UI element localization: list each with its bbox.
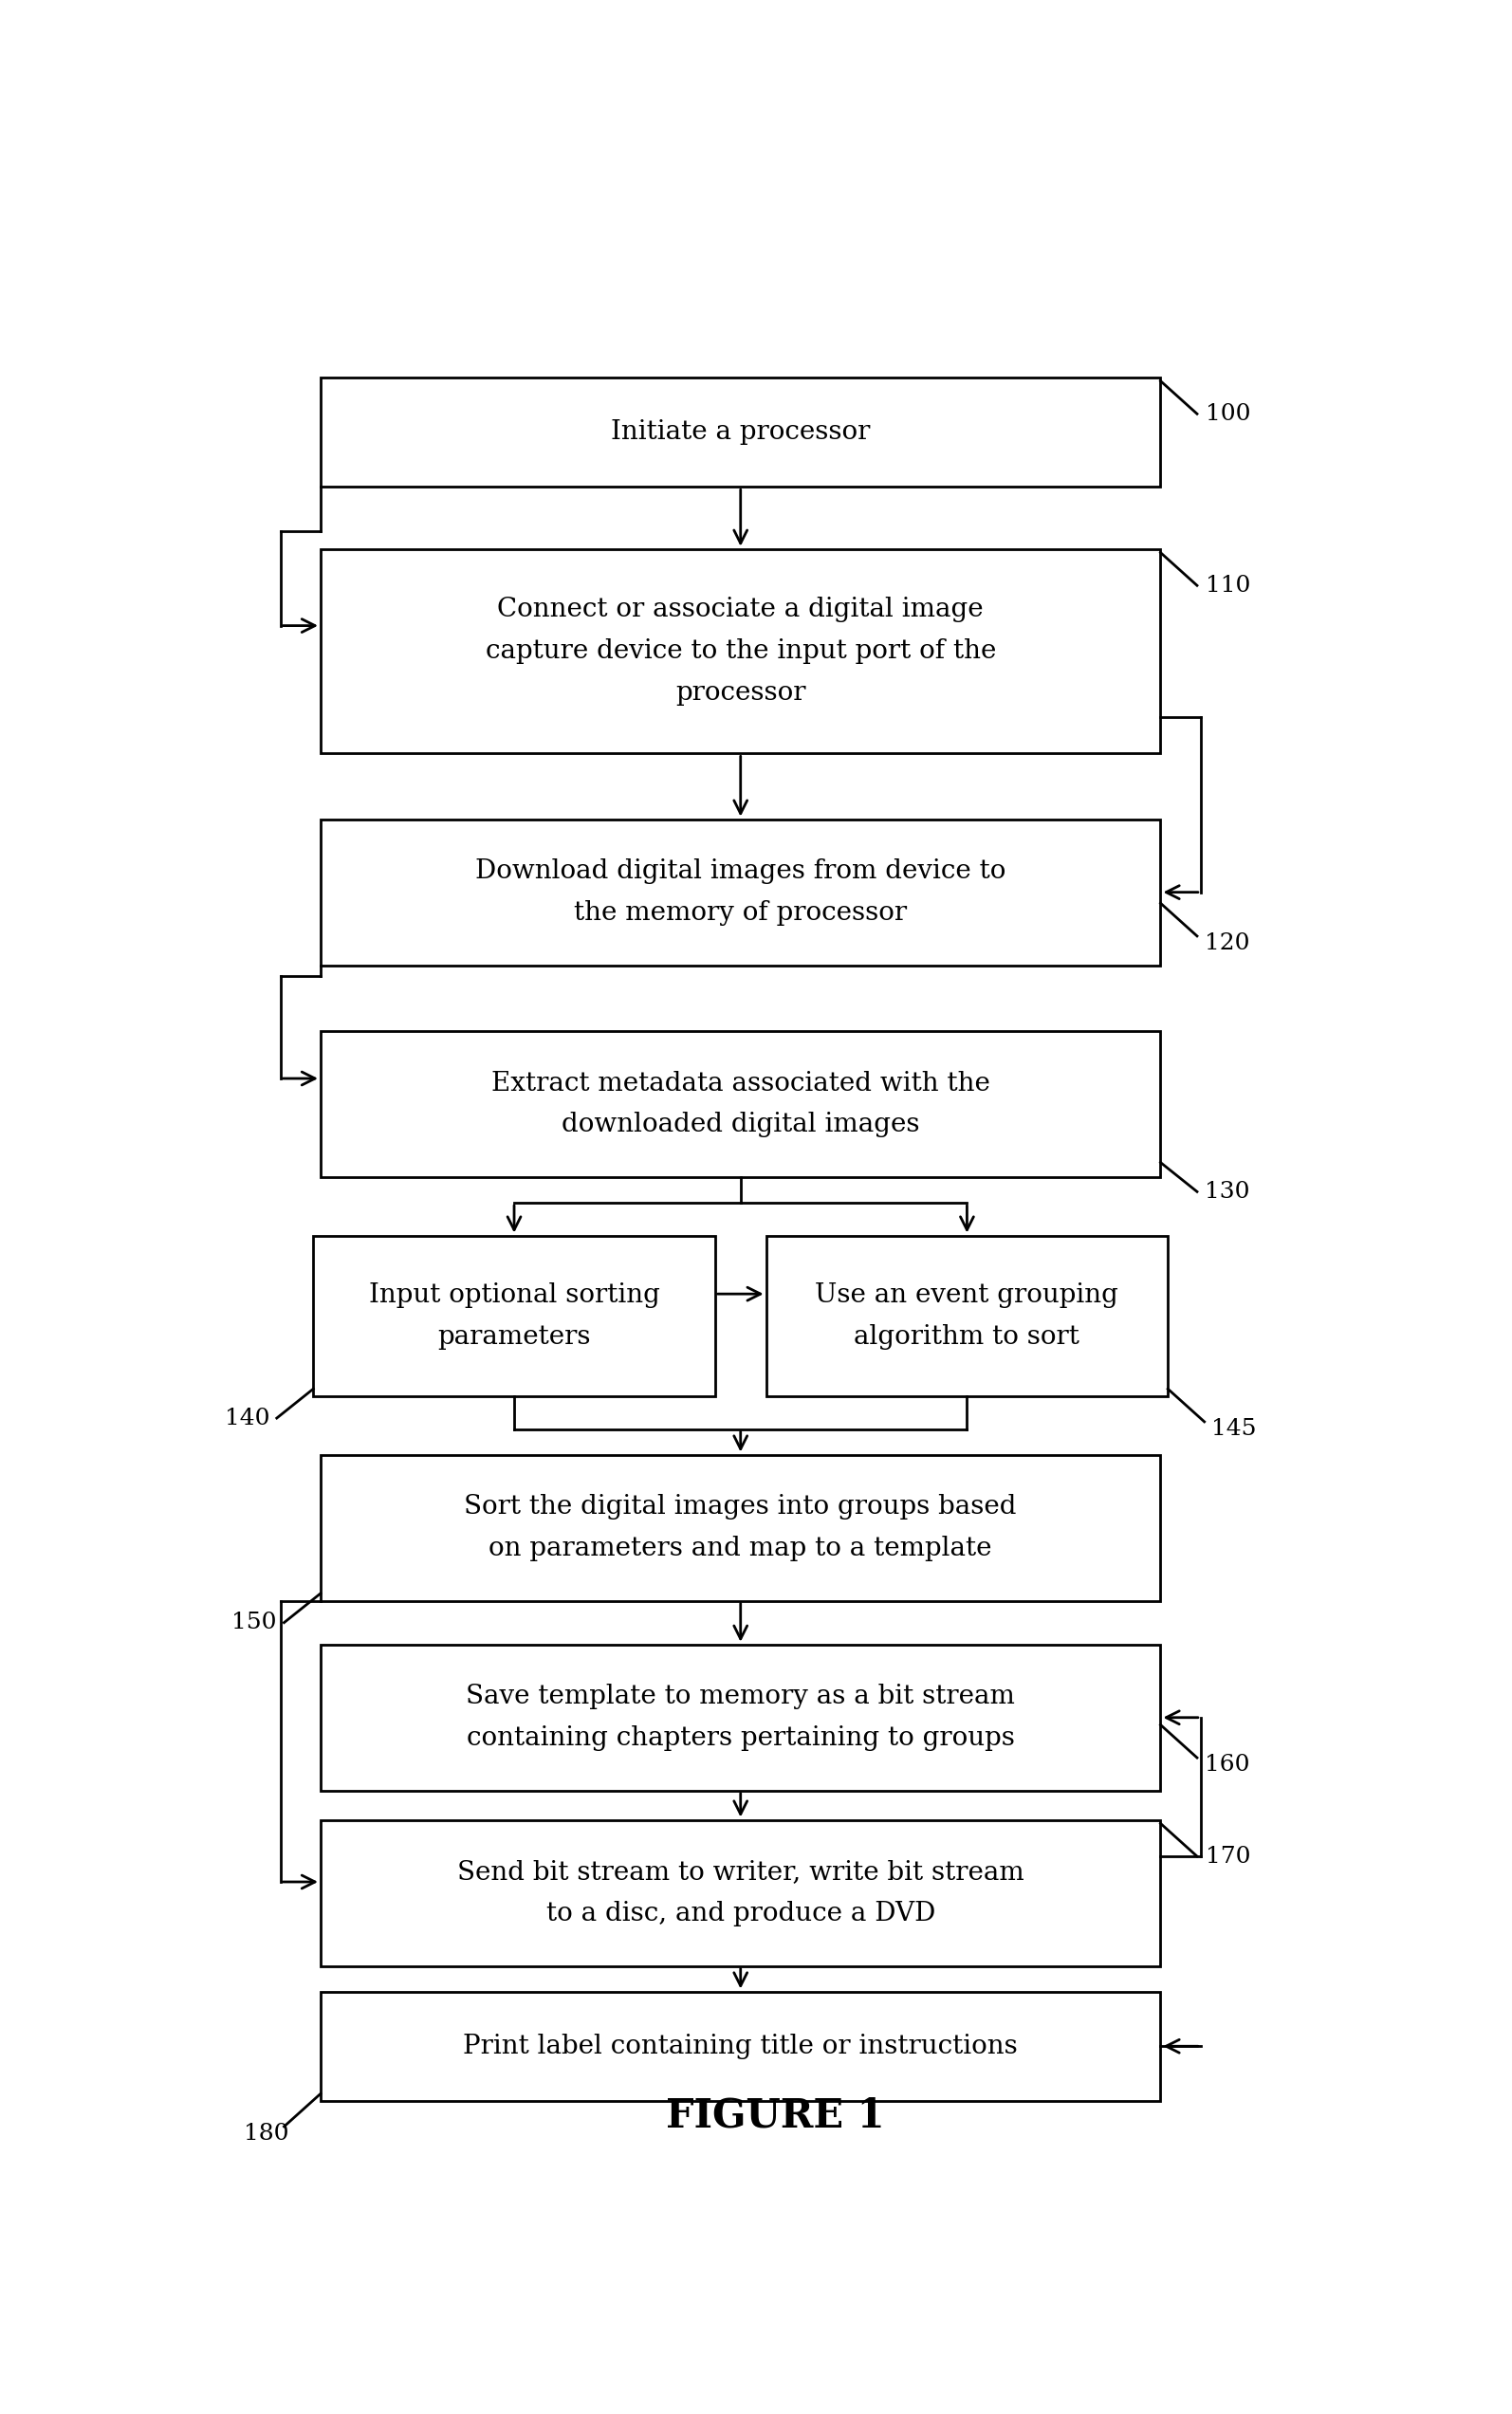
Text: Use an event grouping
algorithm to sort: Use an event grouping algorithm to sort (815, 1282, 1119, 1349)
Bar (321, 377, 1161, 488)
Text: 145: 145 (1211, 1417, 1256, 1441)
Bar (321, 548, 1161, 753)
Text: Print label containing title or instructions: Print label containing title or instruct… (463, 2033, 1018, 2059)
Text: Extract metadata associated with the
downloaded digital images: Extract metadata associated with the dow… (491, 1069, 990, 1137)
Text: Input optional sorting
parameters: Input optional sorting parameters (369, 1282, 659, 1349)
Text: Send bit stream to writer, write bit stream
to a disc, and produce a DVD: Send bit stream to writer, write bit str… (457, 1859, 1024, 1926)
Text: FIGURE 1: FIGURE 1 (665, 2095, 885, 2136)
Text: Save template to memory as a bit stream
containing chapters pertaining to groups: Save template to memory as a bit stream … (466, 1685, 1015, 1750)
Bar (313, 1236, 715, 1395)
Bar (321, 1992, 1161, 2100)
Bar (767, 1236, 1167, 1395)
Bar (321, 1031, 1161, 1178)
Text: 120: 120 (1205, 932, 1249, 954)
Text: 150: 150 (231, 1613, 277, 1634)
Text: Initiate a processor: Initiate a processor (611, 420, 871, 444)
Text: 100: 100 (1207, 403, 1250, 425)
Text: Connect or associate a digital image
capture device to the input port of the
pro: Connect or associate a digital image cap… (485, 596, 996, 705)
Text: 180: 180 (243, 2122, 289, 2144)
Bar (321, 1644, 1161, 1791)
Text: 140: 140 (224, 1407, 269, 1429)
Text: 130: 130 (1205, 1180, 1249, 1202)
Bar (321, 818, 1161, 966)
Text: 110: 110 (1207, 575, 1250, 596)
Text: Sort the digital images into groups based
on parameters and map to a template: Sort the digital images into groups base… (464, 1494, 1018, 1562)
Text: 160: 160 (1205, 1755, 1249, 1777)
Bar (321, 1456, 1161, 1600)
Bar (321, 1820, 1161, 1965)
Text: Download digital images from device to
the memory of processor: Download digital images from device to t… (475, 859, 1005, 927)
Text: 170: 170 (1207, 1844, 1250, 1866)
